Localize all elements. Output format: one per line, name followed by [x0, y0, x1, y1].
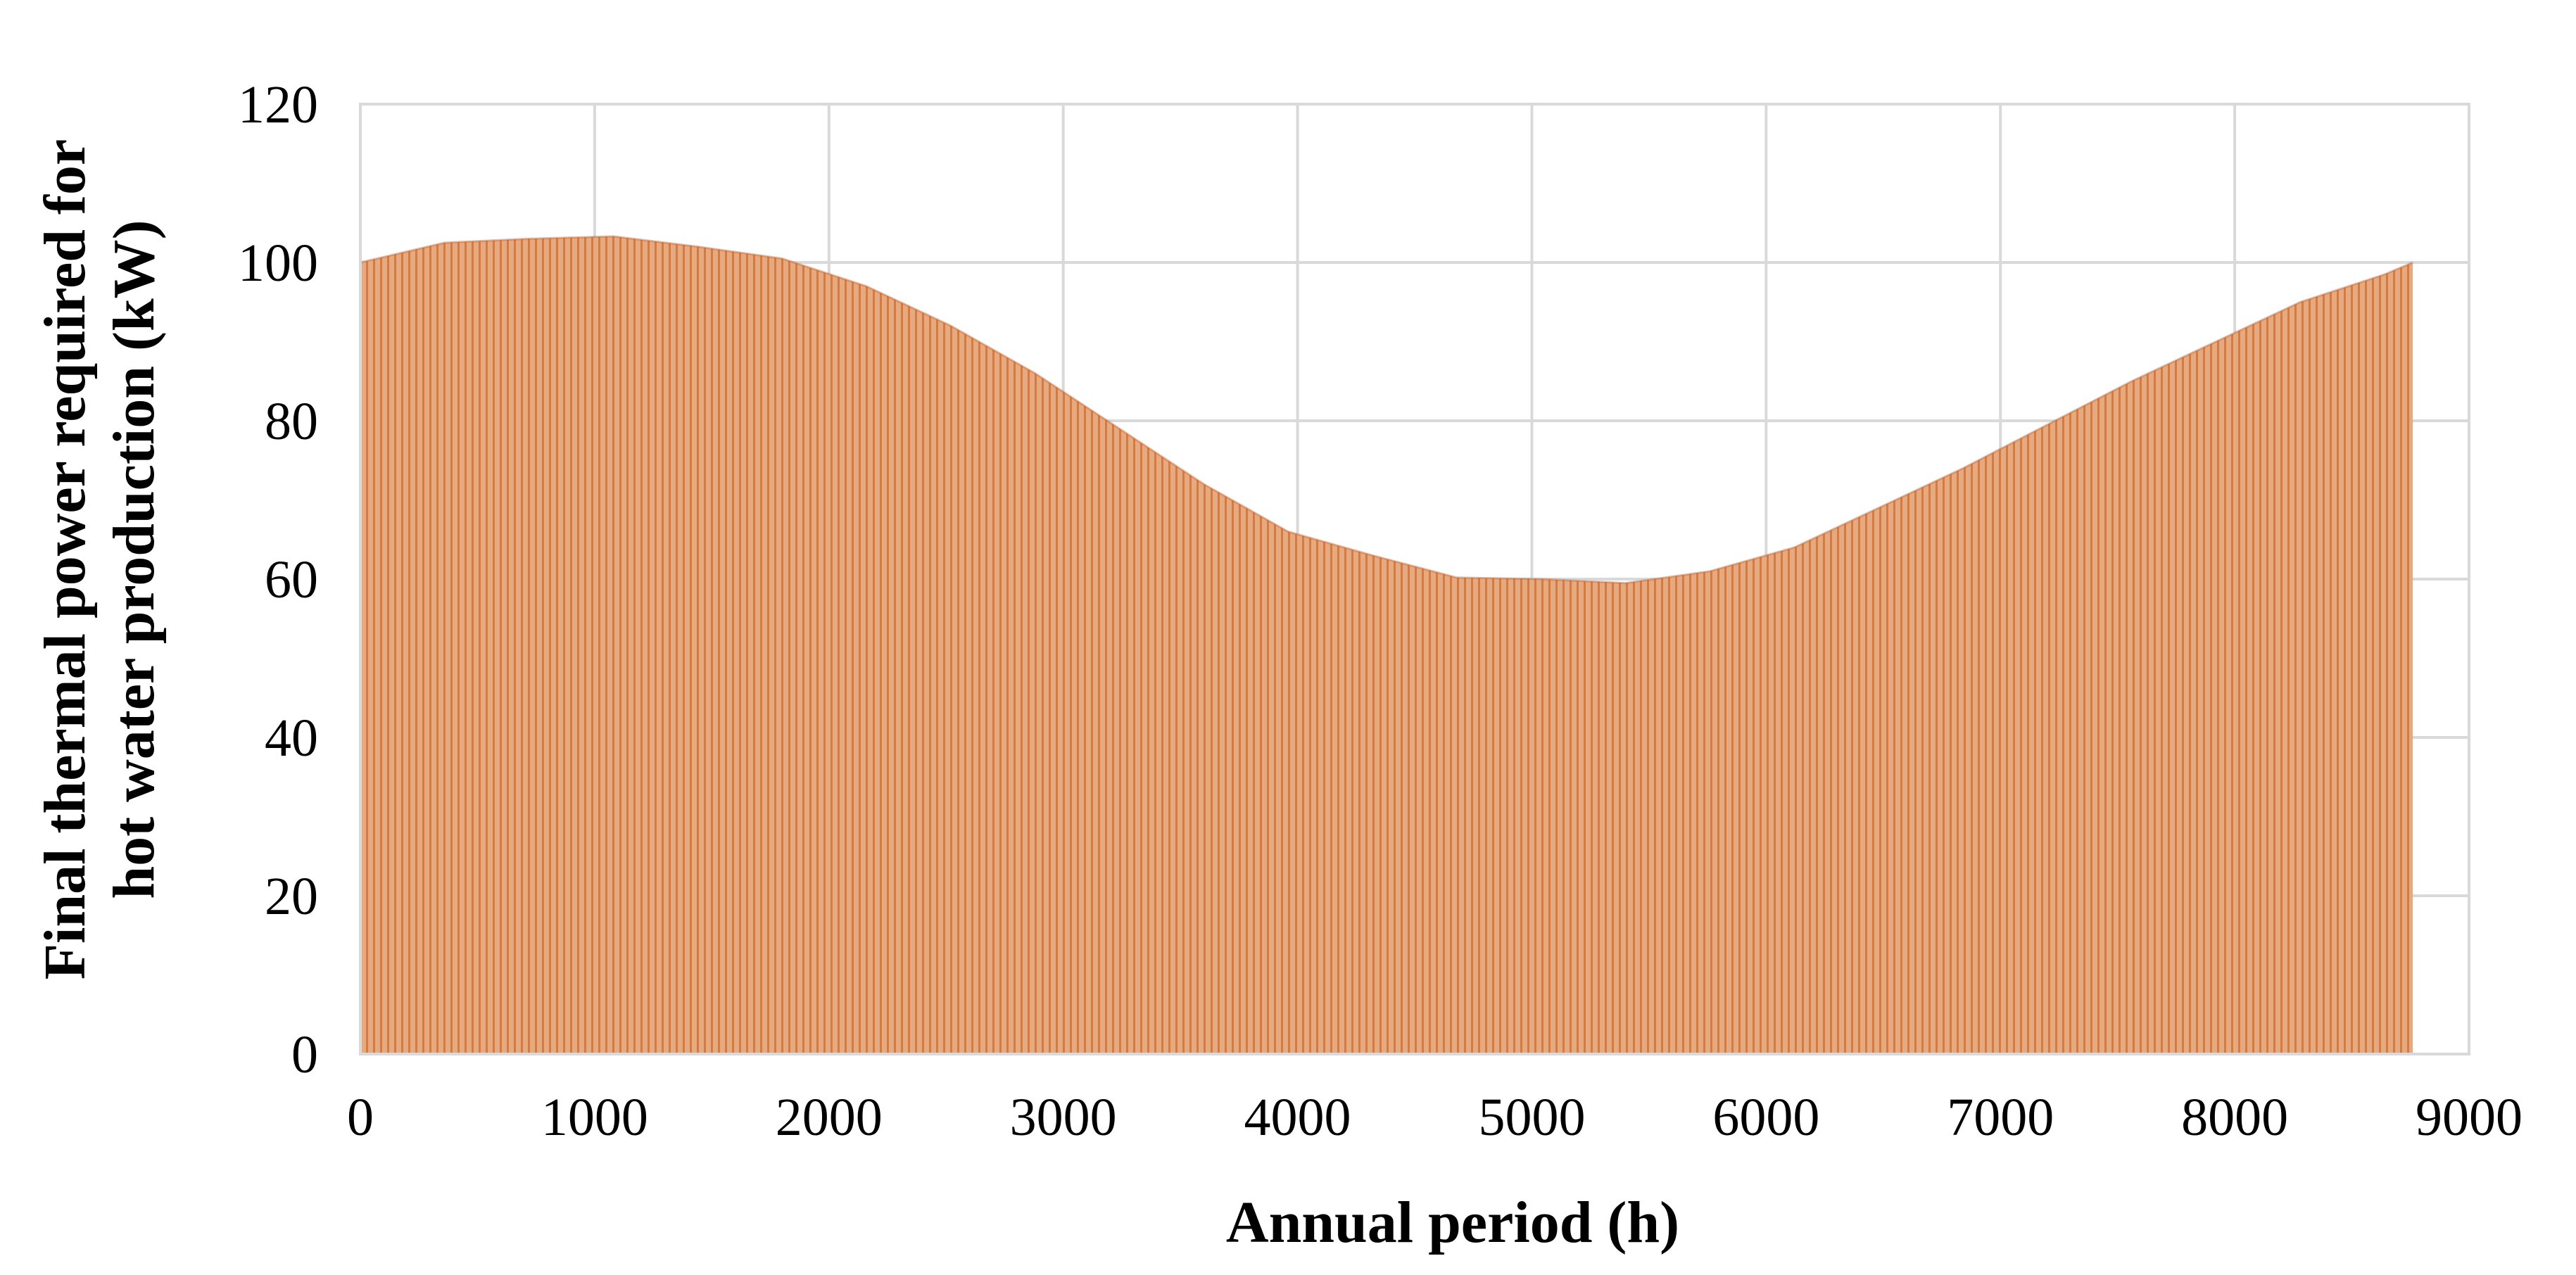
x-tick-label-1000: 1000: [541, 1088, 648, 1147]
y-axis-title-line-2: hot water production (kW): [101, 220, 167, 899]
x-tick-label-3000: 3000: [1010, 1088, 1117, 1147]
x-tick-label-6000: 6000: [1712, 1088, 1819, 1147]
y-tick-label-0: 0: [291, 1025, 318, 1084]
plot-area-border: [359, 103, 2470, 1055]
x-tick-label-4000: 4000: [1244, 1088, 1351, 1147]
y-tick-label-100: 100: [238, 234, 318, 293]
x-tick-label-7000: 7000: [1947, 1088, 2054, 1147]
x-tick-label-0: 0: [347, 1088, 374, 1147]
y-axis-title: Final thermal power required for hot wat…: [32, 139, 167, 980]
y-tick-label-60: 60: [265, 550, 318, 609]
x-tick-label-9000: 9000: [2416, 1088, 2523, 1147]
y-axis-title-line-1: Final thermal power required for: [32, 139, 98, 980]
y-tick-label-120: 120: [238, 75, 318, 134]
x-tick-label-5000: 5000: [1478, 1088, 1585, 1147]
x-axis-tick-labels: 0 1000 2000 3000 4000 5000 6000 7000 8000 9000: [347, 1088, 2523, 1147]
x-tick-label-2000: 2000: [776, 1088, 883, 1147]
series-layer: [360, 235, 2413, 1054]
x-tick-label-8000: 8000: [2181, 1088, 2288, 1147]
x-axis-title: Annual period (h): [1226, 1190, 1679, 1255]
y-tick-label-80: 80: [265, 392, 318, 451]
y-tick-label-20: 20: [265, 867, 318, 926]
series-envelope-0: [360, 235, 2413, 585]
y-axis-tick-labels: 0 20 40 60 80 100 120: [238, 75, 318, 1084]
y-tick-label-40: 40: [265, 709, 318, 768]
series-area-0: [360, 236, 2413, 1054]
series-area-tint-0: [360, 236, 2413, 1054]
